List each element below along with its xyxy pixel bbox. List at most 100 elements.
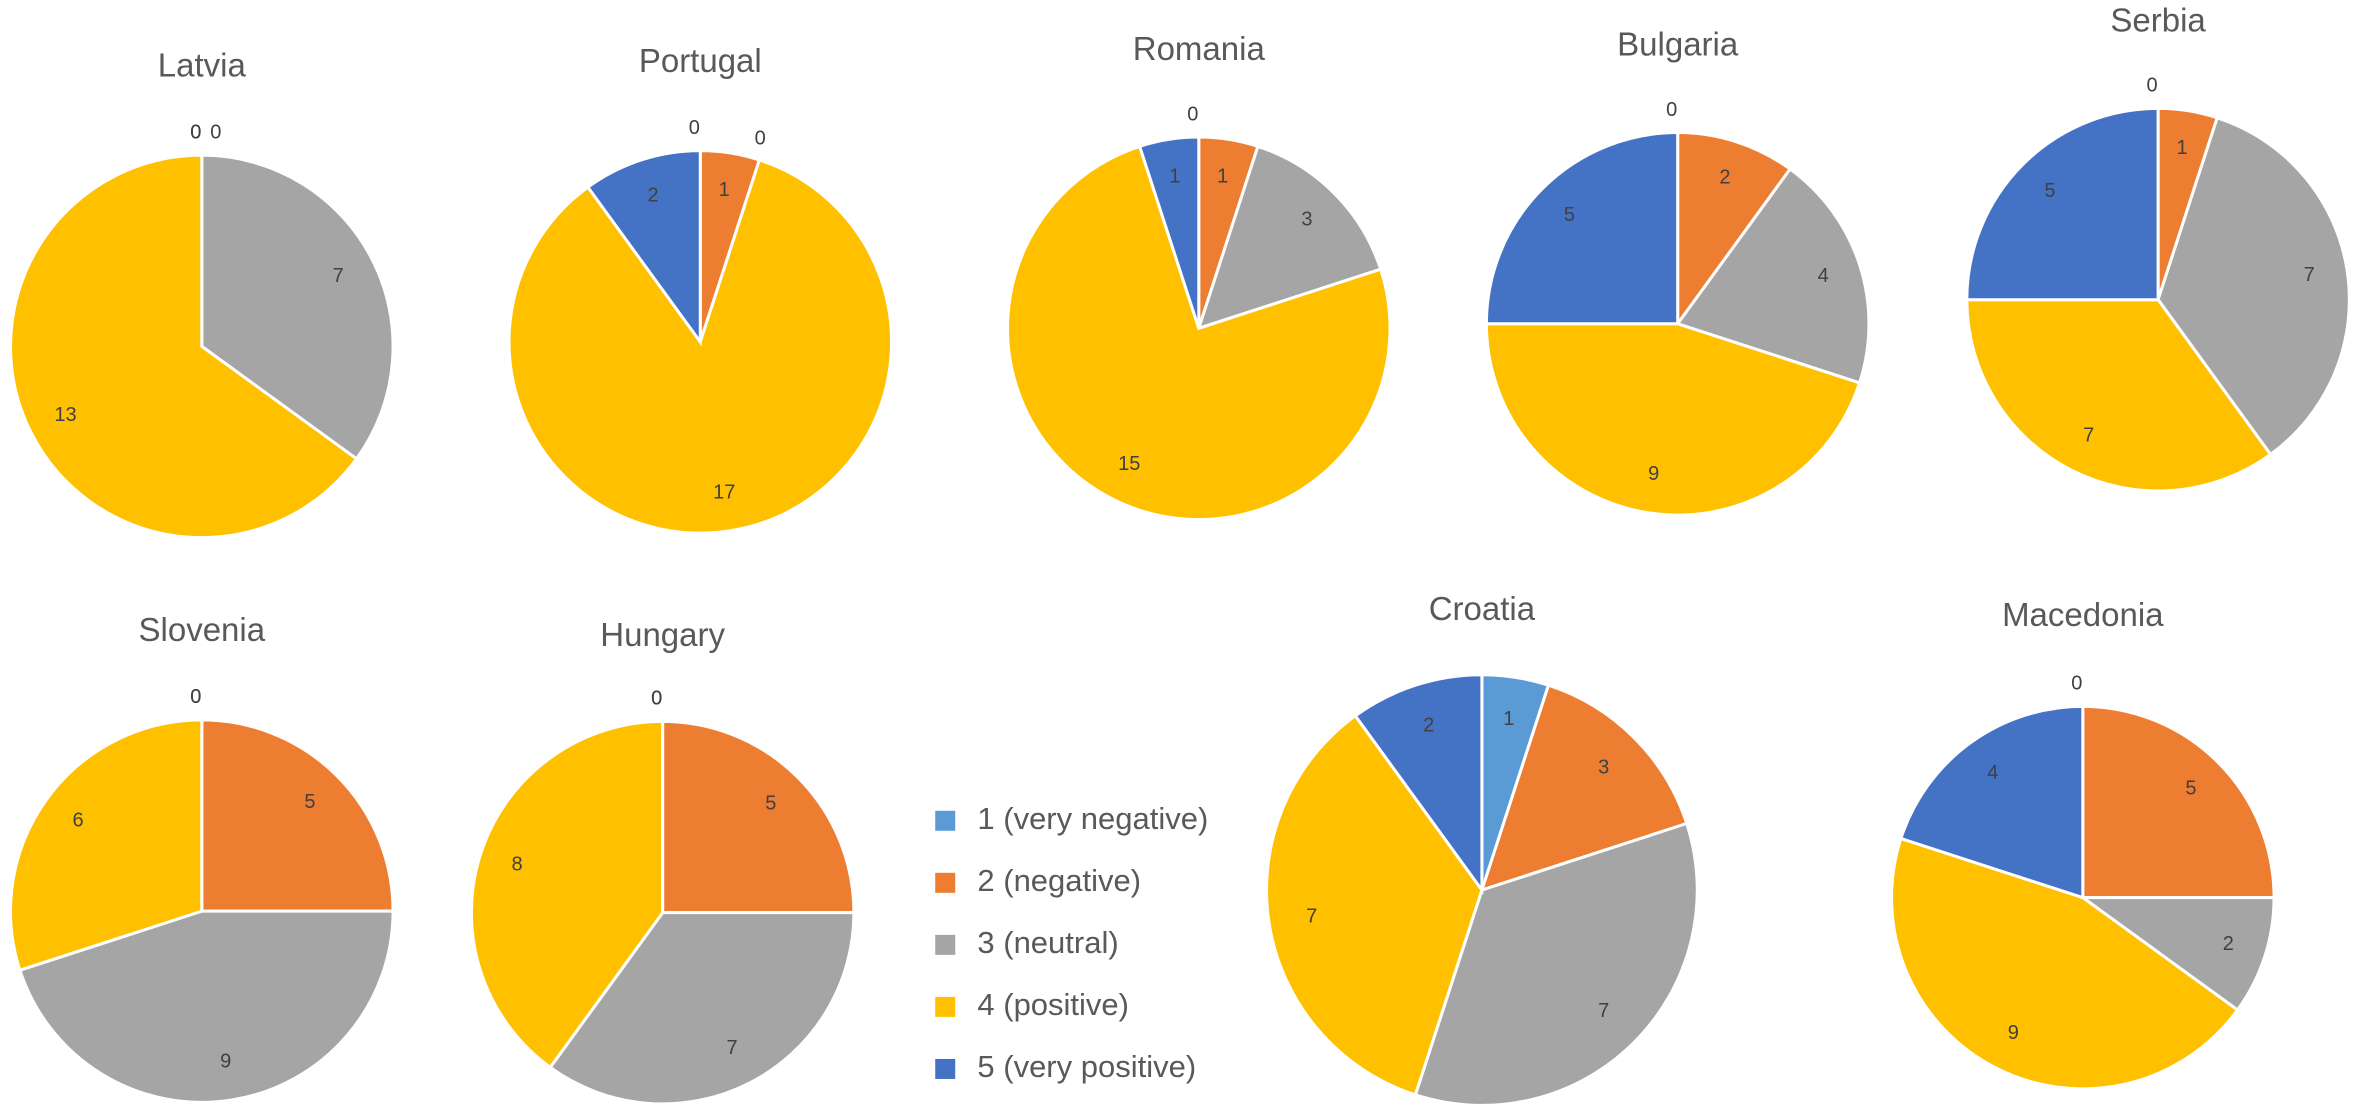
- pie-chart: Portugal 0 1 0 17 2: [507, 42, 894, 535]
- data-label: 0: [1187, 103, 1198, 125]
- pie-slice: [1965, 298, 2273, 493]
- data-label: 0: [190, 121, 201, 143]
- pie-slice: [661, 719, 856, 915]
- data-label: 15: [1118, 453, 1140, 475]
- pie-chart: Bulgaria 0 2 4 9 5: [1484, 25, 1871, 517]
- legend-swatch: [935, 872, 956, 893]
- chart-title: Portugal: [639, 42, 762, 79]
- data-label: 0: [190, 686, 201, 708]
- legend-label: 1 (very negative): [977, 801, 1208, 836]
- data-label: 2: [1423, 714, 1434, 736]
- chart-title: Serbia: [2110, 1, 2206, 38]
- chart-title: Macedonia: [2002, 596, 2164, 633]
- data-label: 9: [220, 1051, 231, 1073]
- data-label: 2: [1719, 167, 1730, 189]
- data-label: 5: [1564, 204, 1575, 226]
- data-label: 0: [210, 121, 221, 143]
- data-label: 0: [651, 688, 662, 710]
- legend-label: 5 (very positive): [977, 1049, 1196, 1084]
- data-label: 8: [512, 854, 523, 876]
- data-label: 0: [1666, 99, 1677, 121]
- legend: 1 (very negative) 2 (negative) 3 (neutral)…: [935, 801, 1208, 1084]
- legend-swatch: [935, 934, 956, 955]
- pie-slice: [2156, 115, 2351, 457]
- chart-title: Hungary: [600, 616, 725, 653]
- data-label: 0: [2147, 75, 2158, 97]
- pie-slice: [1675, 166, 1871, 385]
- pie-slice: [1413, 821, 1699, 1105]
- chart-title: Romania: [1133, 30, 1266, 67]
- data-label: 6: [72, 809, 83, 831]
- legend-swatch: [935, 1058, 956, 1079]
- pie-slice: [9, 153, 359, 540]
- data-label: 1: [719, 179, 730, 201]
- chart-title: Croatia: [1429, 590, 1536, 627]
- chart-title: Latvia: [158, 46, 247, 83]
- legend-label: 2 (negative): [977, 863, 1141, 898]
- data-label: 5: [2185, 778, 2196, 800]
- pie-chart: Romania 0 1 3 15 1: [1006, 30, 1392, 522]
- data-label: 4: [1987, 762, 1998, 784]
- pie-slice: [1965, 106, 2160, 302]
- legend-label: 3 (neutral): [977, 925, 1118, 960]
- pie-slice: [200, 153, 395, 461]
- pie-slice: [548, 911, 856, 1105]
- data-label: 0: [689, 117, 700, 139]
- data-label: 0: [755, 127, 766, 149]
- data-label: 0: [2071, 673, 2082, 695]
- data-label: 1: [1169, 165, 1180, 187]
- pie-chart: Croatia 1 3 7 7 2: [1265, 590, 1699, 1105]
- pie-chart: Macedonia 0 5 2 9 4: [1890, 596, 2276, 1091]
- data-label: 0: [190, 121, 201, 143]
- pie-slice: [1265, 713, 1484, 1097]
- data-label: 0: [190, 686, 201, 708]
- pie-slice: [1676, 131, 1793, 329]
- data-label: 7: [1306, 905, 1317, 927]
- pie-slice: [18, 909, 395, 1104]
- data-label: 13: [54, 404, 76, 426]
- pie-slice: [1890, 836, 2240, 1091]
- pie-slice: [1899, 704, 2085, 900]
- pie-slice: [1484, 322, 1862, 517]
- data-label: 3: [1598, 757, 1609, 779]
- data-label: 7: [333, 265, 344, 287]
- data-label: 9: [1648, 463, 1659, 485]
- pie-slice: [2078, 896, 2276, 1013]
- data-label: 0: [651, 688, 662, 710]
- data-label: 7: [727, 1037, 738, 1059]
- data-label: 7: [2083, 424, 2094, 446]
- data-label: 5: [2044, 180, 2055, 202]
- pie-slice: [507, 158, 894, 535]
- data-label: 7: [2304, 264, 2315, 286]
- data-label: 7: [1598, 1000, 1609, 1022]
- pie-slice: [1137, 135, 1201, 329]
- legend-swatch: [935, 810, 956, 831]
- data-label: 1: [1503, 708, 1514, 730]
- data-label: 5: [304, 791, 315, 813]
- pie-chart: Serbia 0 1 7 7 5: [1965, 1, 2351, 493]
- data-label: 17: [713, 481, 735, 503]
- data-label: 2: [647, 185, 658, 207]
- legend-swatch: [935, 996, 956, 1017]
- data-label: 2: [2223, 933, 2234, 955]
- legend-label: 4 (positive): [977, 987, 1129, 1022]
- pie-slice: [469, 719, 665, 1070]
- chart-title: Slovenia: [139, 611, 266, 648]
- data-label: 1: [1217, 165, 1228, 187]
- data-label: 9: [2008, 1022, 2019, 1044]
- chart-title: Bulgaria: [1617, 25, 1739, 62]
- pie-slice: [1484, 131, 1680, 326]
- pie-slice: [1006, 144, 1392, 522]
- pie-slice: [2081, 704, 2276, 900]
- data-label: 3: [1301, 208, 1312, 230]
- pie-slice: [9, 718, 204, 973]
- pie-slice: [585, 149, 702, 347]
- data-label: 1: [2176, 137, 2187, 159]
- pie-slice: [1353, 673, 1484, 895]
- data-label: 5: [765, 793, 776, 815]
- data-label: 4: [1818, 265, 1829, 287]
